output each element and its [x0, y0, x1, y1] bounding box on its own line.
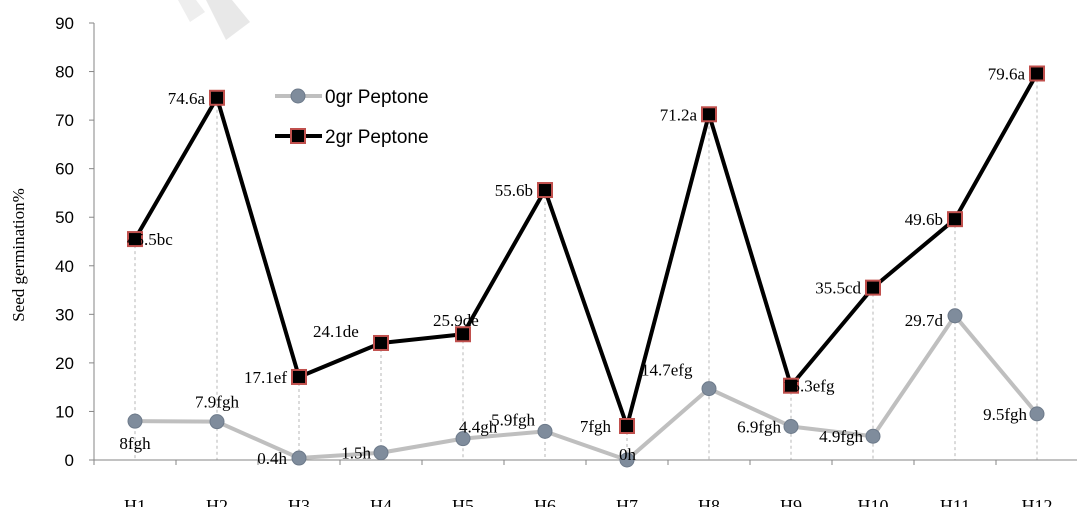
x-tick-label: H9 — [780, 496, 802, 507]
x-tick-label: H4 — [370, 496, 392, 507]
data-label-0gr: 4.4gh — [459, 418, 498, 437]
y-tick-label: 60 — [55, 160, 74, 179]
marker-0gr-point — [373, 445, 389, 461]
x-tick-label: H6 — [534, 496, 556, 507]
data-label-0gr: 0.4h — [257, 449, 287, 468]
y-axis-label: Seed germination% — [9, 188, 28, 322]
marker-0gr-point — [783, 418, 799, 434]
x-tick-label: H3 — [288, 496, 310, 507]
y-tick-label: 70 — [55, 111, 74, 130]
marker-2gr-point — [455, 326, 471, 343]
gridlines — [134, 73, 1038, 460]
data-label-2gr: 74.6a — [168, 89, 206, 108]
x-tick-label: H2 — [206, 496, 228, 507]
y-tick-label: 40 — [55, 257, 74, 276]
watermark-stroke-small — [178, 0, 205, 22]
marker-2gr-point — [537, 182, 553, 199]
marker-2gr-point — [619, 418, 635, 435]
marker-0gr-point — [209, 414, 225, 430]
data-label-0gr: 6.9fgh — [737, 417, 781, 436]
data-label-2gr: 55.6b — [495, 181, 533, 200]
y-tick-label: 20 — [55, 354, 74, 373]
data-label-2gr: 24.1de — [313, 322, 359, 341]
data-label-0gr: 9.5fgh — [983, 405, 1027, 424]
marker-0gr-point — [619, 452, 635, 468]
marker-2gr-point — [127, 231, 143, 248]
marker-2gr-point — [947, 211, 963, 228]
y-tick-label: 80 — [55, 63, 74, 82]
y-tick-label: 10 — [55, 402, 74, 421]
series-line-0 — [134, 313, 1039, 462]
y-axis: 0 10 20 30 40 50 60 70 80 90 — [55, 14, 95, 470]
data-label-0gr: 8fgh — [119, 434, 151, 453]
marker-2gr-point — [209, 89, 225, 106]
x-tick-label: H7 — [616, 496, 638, 507]
data-label-0gr: 5.9fgh — [491, 410, 535, 429]
data-label-2gr: 15.3efg — [783, 377, 835, 396]
x-tick-label: H1 — [124, 496, 146, 507]
data-label-0gr-h8: 14.7efg — [641, 361, 693, 380]
marker-0gr-point — [1029, 406, 1045, 422]
data-label-2gr: 71.2a — [660, 105, 698, 124]
marker-2gr-point — [701, 106, 717, 123]
data-label-2gr: 49.6b — [905, 210, 943, 229]
x-tick-label: H8 — [698, 496, 720, 507]
watermark-stroke — [206, 0, 250, 40]
series-line-1 — [133, 72, 1039, 429]
data-label-2gr: 45.5bc — [127, 230, 173, 249]
data-label-0gr: 7.9fgh — [195, 393, 239, 412]
y-tick-label: 30 — [55, 305, 74, 324]
marker-0gr-point — [455, 431, 471, 447]
marker-2gr-point — [865, 279, 881, 296]
marker-0gr-point — [947, 308, 963, 324]
legend-label-0gr: 0gr Peptone — [325, 87, 429, 108]
legend-marker-2gr — [290, 128, 306, 144]
legend-marker-0gr — [290, 88, 306, 104]
data-label-0gr: 29.7d — [905, 311, 944, 330]
marker-2gr-point — [1029, 65, 1045, 82]
data-label-0gr: 4.9fgh — [819, 427, 863, 446]
x-tick-label: H11 — [940, 496, 970, 507]
marker-2gr-point — [373, 334, 389, 351]
data-label-2gr: 7fgh — [580, 417, 612, 436]
x-tick-label: H12 — [1022, 496, 1053, 507]
marker-0gr-point — [127, 413, 143, 429]
x-axis: H1 H2 H3 H4 H5 H6 H7 H8 H9 H10 H11 H12 — [93, 459, 1077, 507]
marker-2gr-point — [783, 377, 799, 394]
marker-2gr-point — [291, 368, 307, 385]
data-label-2gr: 35.5cd — [815, 279, 861, 298]
marker-0gr-point — [291, 450, 307, 466]
marker-0gr-point — [537, 423, 553, 439]
legend-label-2gr: 2gr Peptone — [325, 127, 429, 148]
data-label-2gr: 79.6a — [988, 64, 1026, 83]
legend: 0gr Peptone 2gr Peptone — [275, 87, 429, 148]
data-labels: 45.5bc 74.6a 17.1ef 24.1de 25.9de 55.6b 7fgh 71… — [119, 64, 1027, 468]
y-tick-label: 0 — [65, 451, 74, 470]
y-tick-label: 50 — [55, 208, 74, 227]
series-markers — [127, 65, 1045, 468]
data-label-0gr: 1.5h — [341, 444, 371, 463]
data-label-0gr: 0h — [619, 445, 637, 464]
marker-0gr-point — [701, 381, 717, 397]
x-tick-label: H10 — [858, 496, 889, 507]
x-tick-label: H5 — [452, 496, 474, 507]
data-label-2gr: 17.1ef — [244, 368, 287, 387]
data-label-2gr: 25.9de — [433, 311, 479, 330]
series-lines — [133, 72, 1039, 462]
marker-0gr-point — [865, 428, 881, 444]
y-tick-label: 90 — [55, 14, 74, 33]
